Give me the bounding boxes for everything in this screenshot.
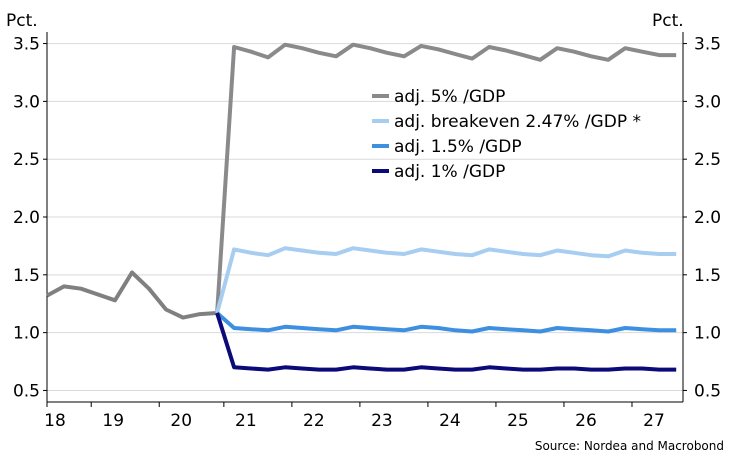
series-line	[215, 311, 677, 334]
x-tick-label: 24	[439, 411, 461, 431]
x-tick-label: 21	[235, 411, 257, 431]
x-tick-label: 26	[575, 411, 597, 431]
x-tick-label: 20	[170, 411, 192, 431]
series-line	[215, 42, 677, 314]
x-tick-label: 22	[303, 411, 325, 431]
x-tick-label: 23	[371, 411, 393, 431]
x-axis: 18 19 20 21 22 23 24 25 26 27	[44, 401, 683, 431]
y-axis-unit-left: Pct.	[6, 11, 38, 31]
y-tick-label-right: 1.0	[694, 324, 721, 344]
y-tick-label-left: 3.0	[13, 92, 40, 112]
legend-label: adj. 1.5% /GDP	[394, 137, 522, 157]
legend: adj. 5% /GDP adj. breakeven 2.47% /GDP * a…	[372, 87, 641, 182]
source-note: Source: Nordea and Macrobond	[535, 439, 724, 453]
y-axis-unit-right: Pct.	[652, 11, 684, 31]
legend-label: adj. 1% /GDP	[394, 162, 505, 182]
y-tick-label-left: 3.5	[13, 35, 40, 55]
y-axis-left-ticks: 0.5 1.0 1.5 2.0 2.5 3.0 3.5	[13, 32, 48, 402]
y-axis-right-ticks: 0.5 1.0 1.5 2.0 2.5 3.0 3.5	[682, 32, 721, 402]
series-line	[215, 246, 677, 314]
y-tick-label-right: 2.5	[694, 150, 721, 170]
y-tick-label-left: 0.5	[13, 381, 40, 401]
x-tick-label: 19	[102, 411, 124, 431]
y-tick-label-right: 3.5	[694, 35, 721, 55]
y-tick-label-right: 0.5	[694, 381, 721, 401]
y-tick-label-left: 1.5	[13, 266, 40, 286]
legend-label: adj. 5% /GDP	[394, 87, 505, 107]
history-line	[46, 270, 218, 320]
y-tick-label-right: 2.0	[694, 208, 721, 228]
y-tick-label-right: 1.5	[694, 266, 721, 286]
y-tick-label-left: 2.0	[13, 208, 40, 228]
series-lines	[46, 42, 677, 372]
y-tick-label-left: 1.0	[13, 324, 40, 344]
series-line	[215, 312, 677, 372]
x-tick-label: 25	[507, 411, 529, 431]
y-tick-label-left: 2.5	[13, 150, 40, 170]
y-tick-label-right: 3.0	[694, 92, 721, 112]
gridlines	[47, 43, 683, 391]
x-tick-label: 27	[643, 411, 665, 431]
x-tick-label: 18	[44, 411, 66, 431]
legend-label: adj. breakeven 2.47% /GDP *	[394, 112, 641, 132]
